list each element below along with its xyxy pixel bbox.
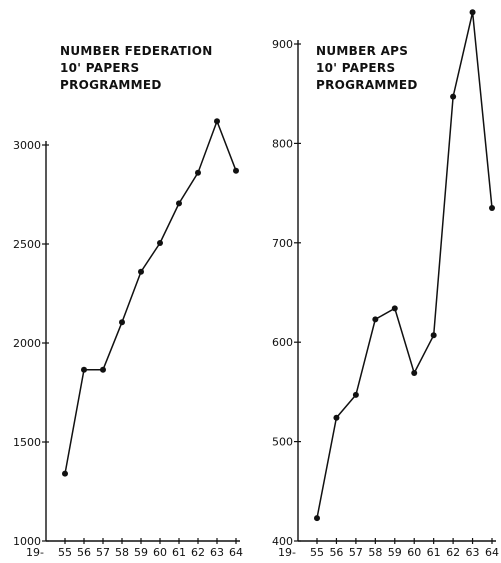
chart-title-line: NUMBER FEDERATION [60, 44, 213, 58]
y-tick-label: 700 [272, 237, 293, 250]
data-point [352, 391, 359, 398]
y-tick-label: 800 [272, 137, 293, 150]
y-tick-label: 2500 [13, 238, 41, 251]
x-tick-label: 56 [329, 546, 343, 559]
x-tick-label: 64 [485, 546, 499, 559]
x-tick-label: 63 [466, 546, 480, 559]
y-tick-label: 1000 [13, 535, 41, 548]
data-point [489, 205, 495, 212]
series-line [316, 12, 493, 519]
y-tick-label: 500 [272, 436, 293, 449]
data-point [411, 370, 418, 377]
x-tick-label: 61 [427, 546, 441, 559]
x-tick-label: 62 [446, 546, 460, 559]
x-tick-label: 57 [349, 546, 363, 559]
chart-aps: 400 500 600 700 800 900 19- 55 56 57 58 59 60 61 62 63 6… [272, 9, 499, 559]
x-axis-prefix: 19- [26, 546, 44, 559]
y-tick-label: 3000 [13, 139, 41, 152]
x-tick-label: 58 [368, 546, 382, 559]
data-point [430, 332, 437, 339]
x-tick-label: 55 [58, 546, 72, 559]
data-point [214, 118, 220, 125]
data-point [157, 240, 163, 247]
data-point [81, 366, 87, 373]
chart-title-line: PROGRAMMED [60, 78, 162, 92]
data-point [176, 200, 182, 207]
y-tick-label: 1500 [13, 436, 41, 449]
data-point [62, 470, 68, 477]
x-tick-label: 60 [407, 546, 421, 559]
y-tick-label: 600 [272, 336, 293, 349]
x-tick-label: 59 [134, 546, 148, 559]
x-tick-label: 62 [191, 546, 205, 559]
data-point [119, 319, 125, 326]
data-point [450, 93, 457, 100]
y-tick-label: 400 [272, 535, 293, 548]
y-tick-label: 2000 [13, 337, 41, 350]
x-tick-label: 58 [115, 546, 129, 559]
x-tick-label: 64 [229, 546, 243, 559]
x-tick-label: 57 [96, 546, 110, 559]
data-point [195, 169, 201, 176]
data-point [469, 9, 476, 16]
x-tick-label: 59 [388, 546, 402, 559]
series-line [64, 119, 237, 474]
x-tick-label: 55 [310, 546, 324, 559]
x-tick-label: 61 [172, 546, 186, 559]
chart-title-line: PROGRAMMED [316, 78, 418, 92]
y-tick-label: 900 [272, 38, 293, 51]
data-point [233, 167, 239, 174]
data-point [372, 316, 379, 323]
data-point [138, 268, 144, 275]
chart-title-line: NUMBER APS [316, 44, 408, 58]
x-tick-label: 56 [77, 546, 91, 559]
data-point [314, 515, 320, 522]
chart-title-line: 10' PAPERS [316, 61, 395, 75]
chart-federation: 1000 1500 2000 2500 3000 19- 55 56 57 58 59 60 61 62 6… [13, 44, 243, 559]
x-tick-label: 60 [153, 546, 167, 559]
data-point [391, 305, 398, 312]
x-axis-prefix: 19- [278, 546, 296, 559]
data-point [100, 366, 106, 373]
x-tick-label: 63 [210, 546, 224, 559]
chart-title-line: 10' PAPERS [60, 61, 139, 75]
data-point [333, 414, 340, 421]
